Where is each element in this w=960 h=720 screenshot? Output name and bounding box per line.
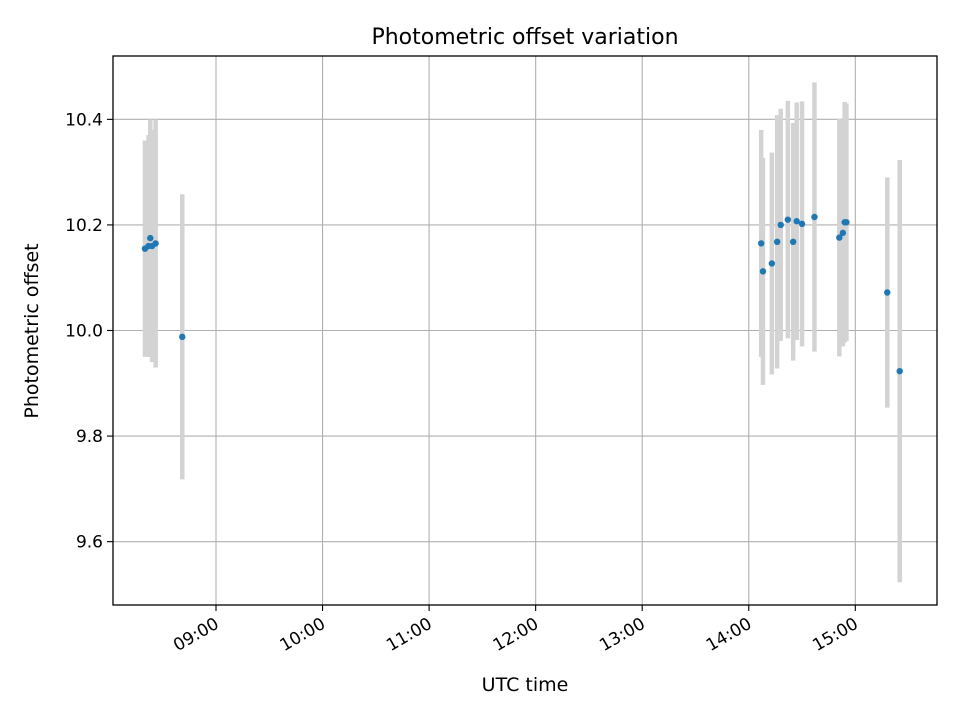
data-point	[773, 238, 781, 246]
data-point	[768, 260, 776, 267]
data-point	[896, 367, 903, 375]
data-point	[759, 268, 767, 275]
data-point	[777, 221, 784, 229]
chart-title: Photometric offset variation	[371, 25, 678, 50]
data-points	[141, 213, 903, 375]
x-axis-label: UTC time	[482, 674, 569, 696]
data-point	[179, 333, 186, 341]
data-point	[147, 234, 154, 242]
data-point	[798, 220, 806, 228]
data-point	[757, 240, 765, 247]
data-point	[884, 289, 891, 296]
data-point	[789, 238, 797, 246]
data-point	[839, 229, 847, 237]
y-axis-label: Photometric offset	[21, 243, 43, 418]
data-point	[793, 218, 800, 225]
y-axis-ticks: 9.6 9.8 10.0 10.2 10.4	[65, 110, 113, 553]
y-tick-label: 10.2	[65, 216, 103, 236]
data-point	[811, 213, 818, 221]
y-tick-label: 10.4	[65, 110, 103, 130]
y-tick-label: 9.6	[76, 533, 103, 553]
y-tick-label: 9.8	[76, 427, 103, 447]
data-point	[843, 219, 850, 226]
data-point	[836, 234, 843, 241]
y-tick-label: 10.0	[65, 322, 103, 342]
data-point	[152, 240, 159, 247]
data-point	[784, 216, 792, 223]
